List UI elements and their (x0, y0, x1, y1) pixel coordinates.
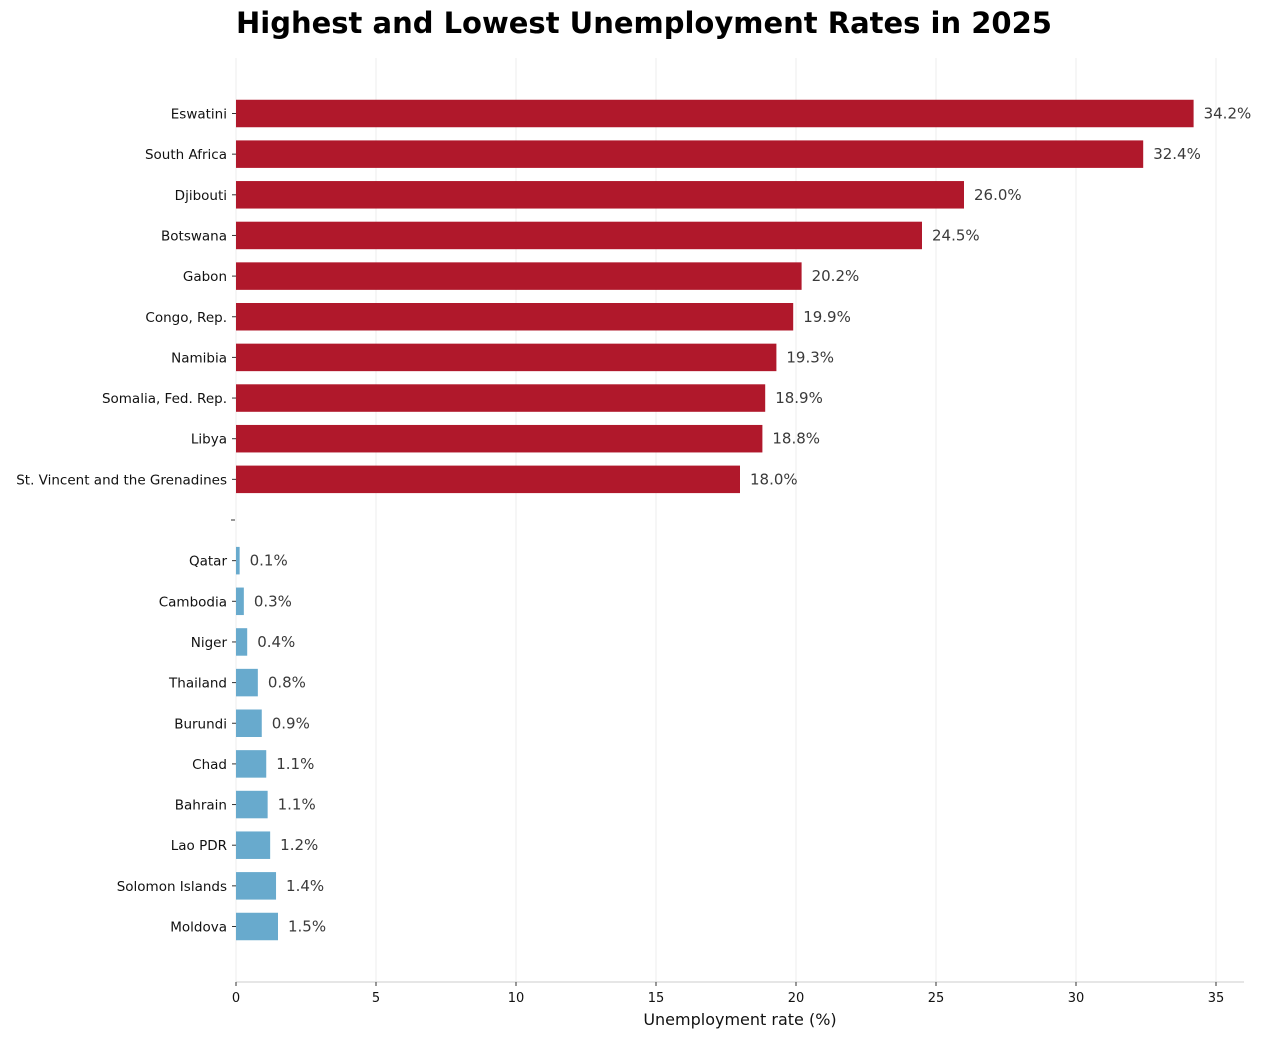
category-label-1-1: Cambodia (159, 594, 227, 610)
category-label-0-4: Gabon (183, 269, 227, 285)
category-label-1-9: Moldova (170, 920, 227, 936)
x-axis: 0 5 10 15 20 25 30 35 (231, 113, 1244, 1006)
bar-0-7 (236, 384, 766, 412)
x-axis-label: Unemployment rate (%) (643, 1010, 836, 1029)
value-label-0-9: 18.0% (750, 470, 798, 488)
x-tick-label-3: 15 (648, 991, 665, 1006)
category-label-0-2: Djibouti (175, 188, 227, 204)
category-label-0-0: Eswatini (171, 107, 227, 123)
gridlines (235, 58, 1217, 982)
value-labels: 34.2% 32.4% 26.0% 24.5% 20.2% 19.9% 19.3% 18.9%… (250, 105, 1252, 936)
category-label-0-3: Botswana (161, 228, 227, 244)
category-label-0-7: Somalia, Fed. Rep. (102, 391, 227, 407)
bar-1-2 (236, 628, 248, 656)
bar-1-5 (236, 750, 267, 778)
value-label-0-8: 18.8% (772, 430, 820, 448)
category-label-1-6: Bahrain (175, 798, 227, 814)
value-label-0-7: 18.9% (775, 389, 823, 407)
chart-title: Highest and Lowest Unemployment Rates in… (236, 6, 1052, 40)
category-label-0-8: Libya (191, 432, 227, 448)
value-label-0-5: 19.9% (803, 308, 851, 326)
value-label-1-6: 1.1% (278, 796, 316, 814)
category-label-1-7: Lao PDR (171, 838, 227, 854)
category-label-1-3: Thailand (168, 676, 227, 692)
category-labels: Eswatini South Africa Djibouti Botswana Gabo… (16, 107, 227, 936)
bar-1-4 (236, 709, 262, 737)
bar-1-8 (236, 872, 277, 900)
value-label-0-0: 34.2% (1204, 105, 1252, 123)
category-label-0-5: Congo, Rep. (145, 310, 227, 326)
bar-0-8 (236, 424, 763, 453)
category-label-0-6: Namibia (171, 350, 227, 366)
x-tick-label-7: 35 (1208, 991, 1225, 1006)
value-label-1-0: 0.1% (250, 552, 288, 570)
bar-1-3 (236, 668, 258, 697)
x-tick-label-2: 10 (508, 991, 525, 1006)
bar-0-6 (236, 343, 777, 372)
bar-0-9 (236, 465, 740, 494)
x-tick-label-4: 20 (788, 991, 805, 1006)
x-tick-label-6: 30 (1068, 991, 1085, 1006)
value-label-1-1: 0.3% (254, 592, 292, 610)
value-label-0-2: 26.0% (974, 186, 1022, 204)
bar-1-9 (236, 912, 278, 941)
value-label-0-6: 19.3% (786, 348, 834, 366)
x-tick-label-0: 0 (232, 991, 240, 1006)
bar-0-0 (236, 99, 1194, 128)
value-label-1-8: 1.4% (286, 877, 324, 895)
category-label-0-9: St. Vincent and the Grenadines (16, 472, 227, 488)
value-label-1-5: 1.1% (276, 755, 314, 773)
bars (236, 99, 1194, 941)
bar-0-3 (236, 221, 922, 250)
bar-0-1 (236, 140, 1144, 168)
bar-1-0 (236, 546, 240, 575)
bar-1-7 (236, 831, 271, 859)
value-label-0-1: 32.4% (1153, 145, 1201, 163)
x-tick-label-1: 5 (372, 991, 380, 1006)
value-label-0-3: 24.5% (932, 226, 980, 244)
category-label-0-1: South Africa (145, 147, 227, 163)
category-label-1-0: Qatar (189, 554, 227, 570)
bar-1-1 (236, 587, 244, 616)
value-label-1-3: 0.8% (268, 674, 306, 692)
category-label-1-4: Burundi (174, 716, 227, 732)
value-label-1-4: 0.9% (272, 714, 310, 732)
value-label-0-4: 20.2% (812, 267, 860, 285)
bar-1-6 (236, 790, 268, 819)
bar-0-2 (236, 181, 964, 209)
bar-0-5 (236, 303, 794, 331)
value-label-1-9: 1.5% (288, 918, 326, 936)
value-label-1-2: 0.4% (257, 633, 295, 651)
category-label-1-8: Solomon Islands (117, 879, 227, 895)
category-label-1-5: Chad (192, 757, 227, 773)
x-tick-label-5: 25 (928, 991, 945, 1006)
value-label-1-7: 1.2% (280, 836, 318, 854)
category-label-1-2: Niger (191, 635, 228, 651)
bar-0-4 (236, 262, 802, 290)
